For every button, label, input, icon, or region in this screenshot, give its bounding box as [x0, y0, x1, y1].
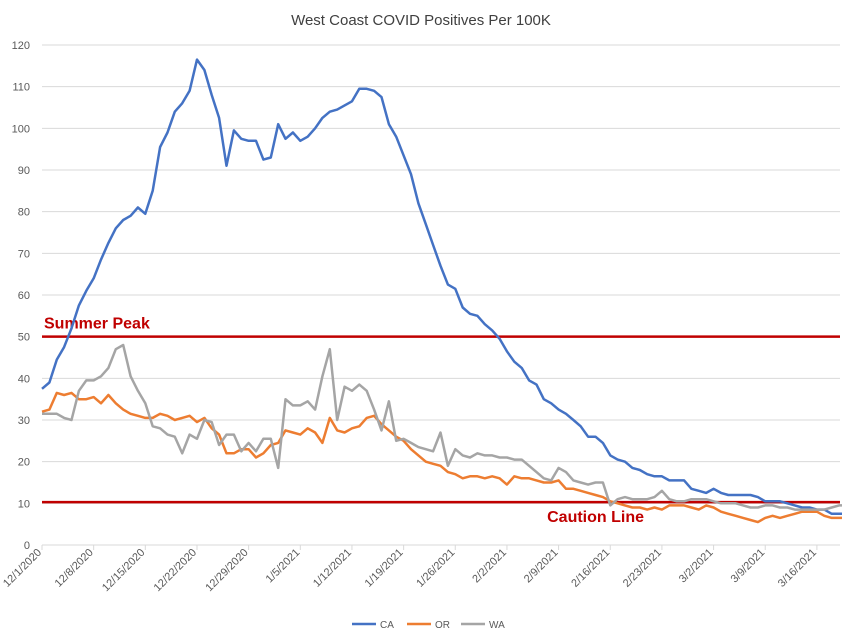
y-tick-label: 90 [18, 165, 30, 177]
y-tick-label: 100 [12, 123, 30, 135]
y-tick-label: 70 [18, 248, 30, 260]
y-tick-label: 10 [18, 498, 30, 510]
x-tick-label: 1/26/2021 [414, 547, 457, 590]
x-tick-label: 12/22/2020 [152, 547, 199, 594]
series-line-wa [42, 343, 842, 511]
x-tick-label: 2/2/2021 [470, 547, 509, 586]
y-tick-label: 50 [18, 332, 30, 344]
reference-label-caution-line: Caution Line [547, 509, 644, 526]
x-tick-label: 3/2/2021 [677, 547, 716, 586]
series-lines [41, 58, 842, 524]
y-tick-label: 60 [18, 290, 30, 302]
x-axis: 12/1/2020 12/8/2020 12/15/2020 12/22/2020 12… [1, 544, 840, 594]
x-tick-label: 2/16/2021 [569, 547, 612, 590]
x-tick-label: 12/8/2020 [53, 547, 96, 590]
y-tick-label: 80 [18, 207, 30, 219]
x-tick-label: 1/5/2021 [264, 547, 303, 586]
reference-label-summer-peak: Summer Peak [44, 316, 150, 333]
x-tick-label: 3/16/2021 [776, 547, 819, 590]
x-tick-label: 3/9/2021 [729, 547, 768, 586]
y-tick-label: 40 [18, 373, 30, 385]
x-tick-label: 2/23/2021 [621, 547, 664, 590]
legend-label-wa: WA [489, 620, 505, 631]
y-tick-label: 120 [12, 40, 30, 52]
y-tick-label: 30 [18, 415, 30, 427]
y-tick-label: 0 [24, 540, 30, 552]
legend-label-ca: CA [380, 620, 394, 631]
x-tick-label: 1/12/2021 [311, 547, 354, 590]
series-line-or [41, 391, 842, 524]
chart-title: West Coast COVID Positives Per 100K [291, 12, 551, 29]
y-axis: 0 10 20 30 40 50 60 70 80 90 100 110 120 [12, 40, 30, 552]
x-tick-label: 12/15/2020 [100, 547, 147, 594]
x-tick-label: 1/19/2021 [363, 547, 406, 590]
y-tick-label: 110 [12, 82, 30, 94]
legend: CA OR WA [352, 620, 505, 631]
x-tick-label: 2/9/2021 [522, 547, 561, 586]
series-line-ca [41, 58, 842, 516]
x-tick-label: 12/29/2020 [203, 547, 250, 594]
reference-lines: Summer Peak Caution Line [42, 316, 840, 526]
y-tick-label: 20 [18, 457, 30, 469]
x-tick-label: 12/1/2020 [1, 547, 44, 590]
legend-label-or: OR [435, 620, 450, 631]
